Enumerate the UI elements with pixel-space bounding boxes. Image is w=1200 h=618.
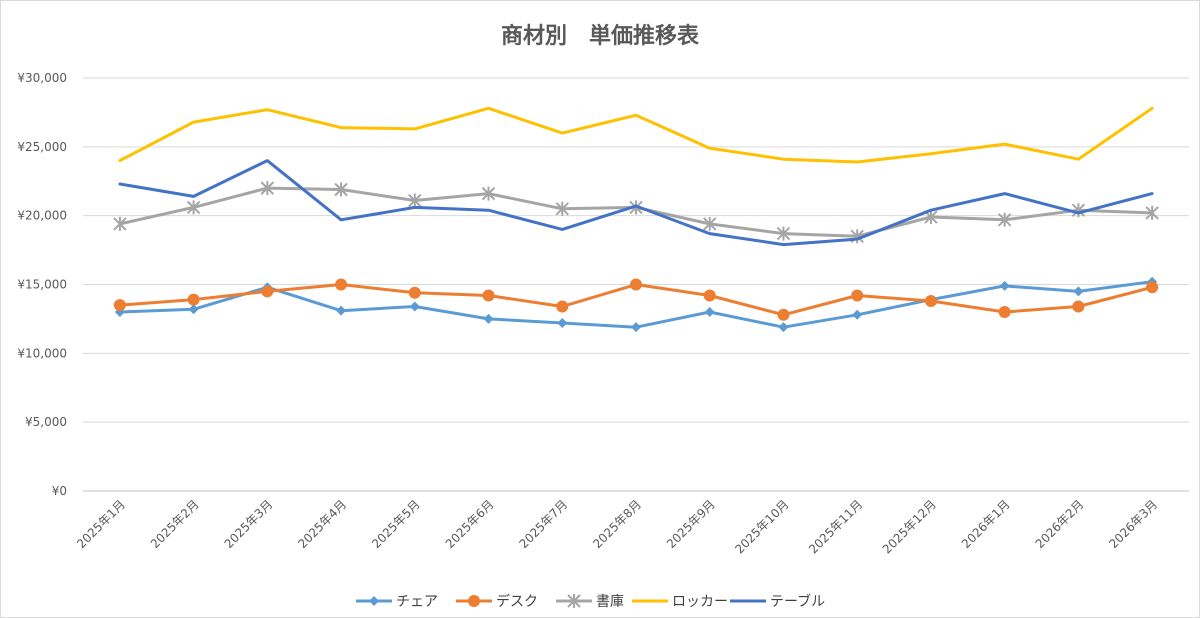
data-point	[187, 293, 200, 306]
y-tick-label: ¥30,000	[17, 71, 67, 85]
data-point	[483, 313, 494, 324]
legend: チェア デスク 書庫 ロッカー テーブル	[356, 593, 825, 610]
legend-marker	[468, 595, 480, 607]
x-tick-label: 2025年10月	[732, 497, 791, 556]
data-point	[852, 309, 863, 320]
data-point	[186, 200, 201, 215]
data-point	[703, 289, 716, 302]
data-point	[778, 322, 789, 333]
x-axis-ticks: 2025年1月 2025年2月 2025年3月 2025年4月 2025年5月 2025年…	[74, 497, 1160, 556]
data-point	[999, 280, 1010, 291]
data-point	[408, 286, 421, 299]
data-point	[704, 307, 715, 318]
x-tick-label: 2025年3月	[222, 497, 276, 551]
data-point	[113, 216, 127, 231]
data-point	[408, 193, 422, 208]
series-line	[118, 159, 1154, 247]
x-tick-label: 2025年9月	[664, 497, 718, 551]
data-point	[556, 300, 569, 313]
x-tick-label: 2025年6月	[443, 497, 497, 551]
x-tick-label: 2026年2月	[1033, 497, 1087, 551]
legend-label: テーブル	[770, 593, 825, 610]
data-point	[1073, 286, 1084, 297]
legend-marker	[369, 596, 379, 606]
data-point	[1146, 281, 1159, 294]
series-lines	[113, 106, 1159, 333]
data-point	[997, 212, 1012, 227]
data-point	[261, 285, 274, 298]
data-point	[1145, 205, 1159, 220]
y-axis-ticks: ¥0 ¥5,000 ¥10,000 ¥15,000 ¥20,000 ¥25,000 ¥30,…	[17, 71, 67, 498]
legend-label: ロッカー	[672, 594, 728, 610]
y-tick-label: ¥10,000	[17, 346, 67, 360]
x-tick-label: 2025年2月	[148, 497, 202, 551]
y-tick-label: ¥5,000	[25, 415, 67, 429]
data-point	[335, 278, 348, 291]
data-point	[998, 306, 1011, 319]
legend-label: デスク	[496, 593, 538, 610]
y-tick-label: ¥0	[52, 484, 67, 498]
data-point	[777, 308, 790, 321]
data-point	[334, 182, 348, 197]
x-tick-label: 2025年7月	[517, 497, 571, 551]
data-point	[776, 226, 791, 241]
y-tick-label: ¥15,000	[17, 278, 67, 292]
x-tick-label: 2025年11月	[806, 497, 865, 556]
x-tick-label: 2025年8月	[590, 497, 644, 551]
legend-marker	[567, 594, 581, 608]
data-point	[481, 186, 496, 201]
data-point	[336, 305, 347, 316]
data-point	[113, 299, 126, 312]
data-point	[409, 301, 420, 312]
legend-label: 書庫	[596, 593, 624, 610]
data-point	[631, 322, 641, 333]
data-point	[1072, 300, 1085, 313]
x-tick-label: 2025年12月	[880, 497, 939, 556]
data-point	[924, 295, 937, 308]
legend-label: チェア	[396, 594, 438, 610]
x-tick-label: 2025年5月	[369, 497, 423, 551]
data-point	[630, 278, 642, 291]
x-tick-label: 2025年1月	[74, 497, 128, 551]
data-point	[260, 181, 275, 196]
chart-title: 商材別 単価推移表	[501, 23, 700, 49]
x-tick-label: 2025年4月	[295, 497, 349, 551]
data-point	[555, 201, 569, 216]
y-tick-label: ¥25,000	[17, 140, 67, 154]
data-point	[851, 289, 864, 302]
data-point	[188, 304, 199, 315]
y-tick-label: ¥20,000	[17, 209, 67, 223]
x-tick-label: 2026年3月	[1106, 497, 1160, 551]
data-point	[482, 289, 495, 302]
series-line	[118, 106, 1154, 164]
data-point	[557, 318, 568, 329]
x-tick-label: 2026年1月	[959, 497, 1013, 551]
data-point	[703, 216, 717, 231]
data-point	[1071, 203, 1086, 218]
